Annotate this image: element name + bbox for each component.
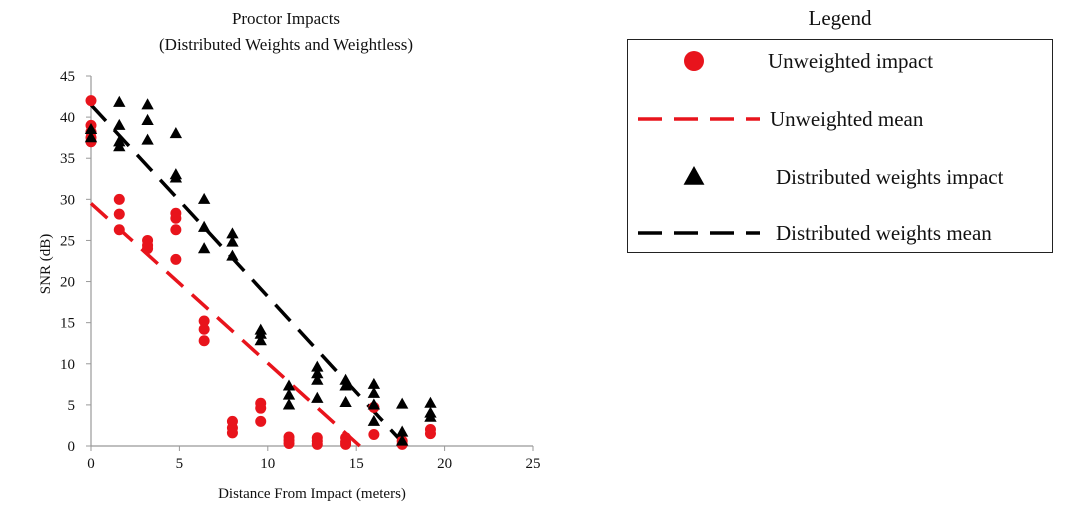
- unweighted-impact-point: [170, 224, 182, 236]
- x-axis-label: Distance From Impact (meters): [218, 486, 406, 502]
- x-tick-label: 0: [87, 456, 95, 472]
- unweighted-mean-line: [89, 202, 361, 448]
- legend-swatch-distributed-weights-impact: [683, 166, 705, 185]
- distributed-weights-impact-point: [197, 220, 211, 232]
- y-tick-label: 25: [60, 233, 75, 249]
- distributed-weights-impact-point: [424, 396, 437, 408]
- unweighted-impact-point: [198, 315, 210, 327]
- distributed-weights-impact-point: [113, 140, 126, 152]
- distributed-weights-impact-point: [141, 133, 154, 145]
- distributed-weights-impact-point: [339, 379, 352, 391]
- x-tick-label: 15: [349, 456, 364, 472]
- distributed-weights-impact-point: [226, 235, 239, 247]
- distributed-weights-impact-point: [254, 334, 267, 346]
- unweighted-impact-point: [170, 253, 182, 265]
- distributed-weights-impact-point: [226, 249, 239, 261]
- data-points: [84, 95, 437, 450]
- unweighted-impact-point: [198, 323, 210, 335]
- distributed-weights-impact-point: [311, 367, 324, 379]
- y-tick-label: 20: [60, 275, 75, 291]
- distributed-weights-impact-point: [395, 434, 409, 446]
- unweighted-impact-point: [113, 193, 125, 205]
- distributed-weights-impact-point: [395, 397, 409, 409]
- distributed-weights-impact-point: [197, 242, 211, 254]
- distributed-weights-impact-point: [311, 373, 324, 385]
- distributed-weights-impact-point: [113, 95, 126, 107]
- y-tick-label: 45: [60, 69, 75, 85]
- legend-label: Distributed weights impact: [776, 165, 1004, 189]
- legend-label: Distributed weights mean: [776, 221, 992, 245]
- y-tick-label: 40: [60, 110, 75, 126]
- distributed-weights-impact-point: [395, 425, 409, 437]
- distributed-weights-impact-point: [367, 377, 381, 389]
- distributed-weights-impact-point: [226, 227, 239, 239]
- unweighted-impact-point: [255, 402, 267, 414]
- legend-swatch-unweighted-impact: [684, 51, 704, 71]
- distributed-weights-impact-point: [141, 98, 154, 110]
- unweighted-impact-point: [340, 438, 352, 450]
- distributed-weights-impact-point: [367, 398, 381, 410]
- distributed-weights-mean-line: [89, 103, 407, 448]
- x-tick-label: 20: [437, 456, 452, 472]
- unweighted-impact-point: [113, 224, 125, 236]
- unweighted-impact-point: [85, 95, 97, 107]
- distributed-weights-impact-point: [113, 118, 126, 130]
- unweighted-impact-point: [368, 428, 380, 440]
- y-tick-label: 35: [60, 151, 75, 167]
- x-tick-label: 5: [176, 456, 184, 472]
- distributed-weights-impact-point: [84, 131, 98, 143]
- unweighted-impact-point: [142, 243, 154, 255]
- scatter-chart: Proctor Impacts (Distributed Weights and…: [38, 9, 541, 502]
- distributed-weights-impact-point: [282, 379, 296, 391]
- legend-entries: Unweighted impact Unweighted mean Distribu…: [638, 49, 1004, 245]
- axes: 0 5 10 15 20 25 0 5 10 15 20 25 30 35 40 45: [60, 69, 541, 472]
- distributed-weights-impact-point: [424, 410, 437, 422]
- y-tick-label: 30: [60, 192, 75, 208]
- unweighted-impact-point: [311, 438, 323, 450]
- distributed-weights-impact-point: [169, 127, 183, 139]
- chart-title: Proctor Impacts: [232, 9, 340, 28]
- unweighted-impact-point: [170, 212, 182, 224]
- unweighted-impact-point: [226, 427, 238, 439]
- distributed-weights-impact-point: [367, 414, 381, 426]
- mean-lines: [89, 103, 407, 448]
- distributed-weights-impact-point: [84, 122, 98, 134]
- unweighted-impact-point: [283, 438, 295, 450]
- unweighted-impact-point: [255, 415, 267, 427]
- unweighted-impact-point: [424, 428, 436, 440]
- legend-label: Unweighted mean: [770, 107, 924, 131]
- x-tick-label: 25: [526, 456, 541, 472]
- y-tick-label: 10: [60, 357, 75, 373]
- y-tick-label: 0: [68, 439, 76, 455]
- legend-label: Unweighted impact: [768, 49, 933, 73]
- unweighted-impact-point: [113, 208, 125, 220]
- y-tick-label: 15: [60, 316, 75, 332]
- chart-subtitle: (Distributed Weights and Weightless): [159, 35, 413, 54]
- y-tick-label: 5: [68, 398, 76, 414]
- distributed-weights-impact-point: [282, 398, 296, 410]
- distributed-weights-impact-point: [169, 171, 183, 183]
- distributed-weights-impact-point: [311, 360, 324, 372]
- distributed-weights-impact-point: [197, 192, 211, 204]
- x-tick-label: 10: [260, 456, 275, 472]
- distributed-weights-impact-point: [339, 373, 352, 385]
- y-axis-label: SNR (dB): [38, 234, 54, 294]
- distributed-weights-impact-point: [282, 388, 296, 400]
- distributed-weights-impact-point: [311, 391, 324, 403]
- distributed-weights-impact-point: [367, 386, 381, 398]
- distributed-weights-impact-point: [254, 327, 267, 339]
- distributed-weights-impact-point: [339, 395, 352, 407]
- legend-title: Legend: [808, 6, 872, 30]
- distributed-weights-impact-point: [141, 113, 154, 125]
- legend: Unweighted impact Unweighted mean Distribu…: [627, 39, 1053, 253]
- unweighted-impact-point: [198, 335, 210, 347]
